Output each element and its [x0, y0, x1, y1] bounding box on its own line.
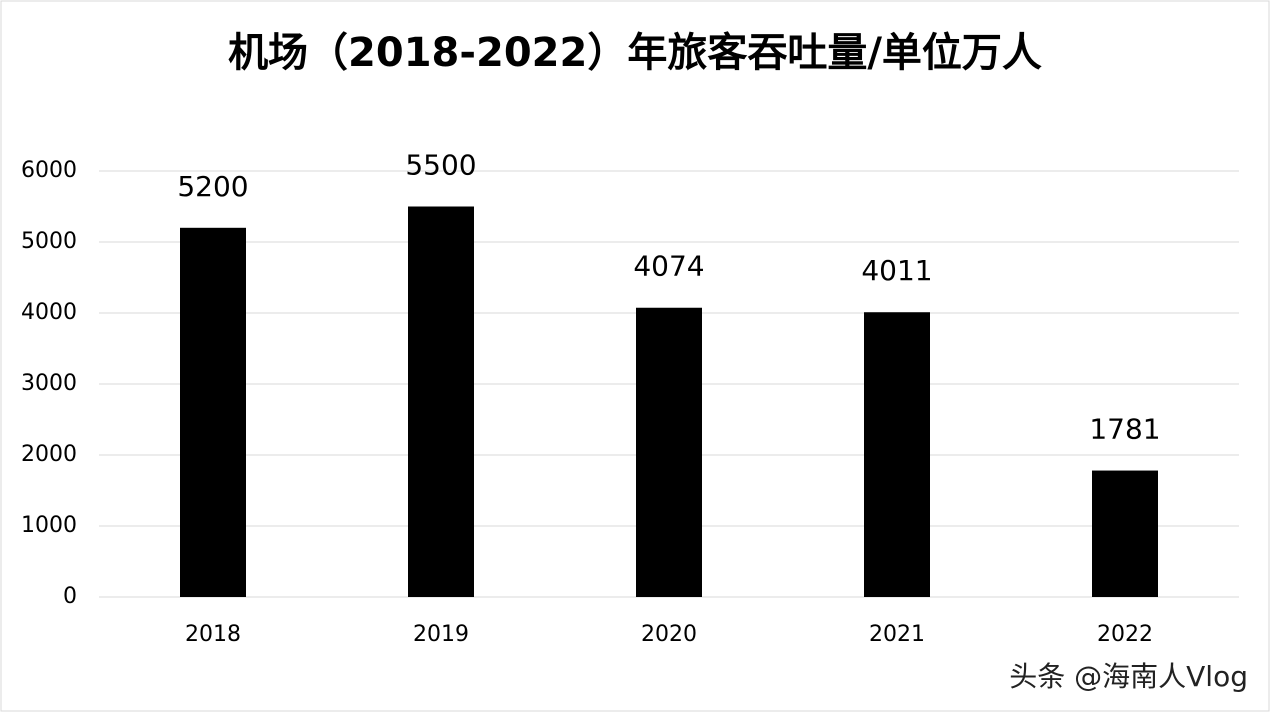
- value-label: 5500: [405, 149, 476, 182]
- y-tick-label: 5000: [21, 229, 77, 254]
- chart-title: 机场（2018-2022）年旅客吞吐量/单位万人: [228, 30, 1042, 76]
- bar: [636, 307, 702, 597]
- y-tick-label: 4000: [21, 300, 77, 325]
- y-tick-label: 0: [63, 584, 77, 609]
- y-tick-label: 6000: [21, 158, 77, 183]
- y-tick-label: 2000: [21, 442, 77, 467]
- bar: [180, 227, 246, 598]
- y-tick-label: 3000: [21, 371, 77, 396]
- x-tick-label: 2019: [413, 622, 469, 647]
- value-label: 1781: [1089, 413, 1160, 446]
- bar: [1092, 470, 1158, 597]
- x-tick-label: 2018: [185, 622, 241, 647]
- bar: [864, 312, 930, 597]
- x-tick-label: 2022: [1097, 622, 1153, 647]
- bar: [408, 206, 474, 597]
- x-tick-label: 2020: [641, 622, 697, 647]
- value-label: 4074: [633, 250, 704, 283]
- value-label: 5200: [177, 170, 248, 203]
- y-tick-label: 1000: [21, 513, 77, 538]
- value-label: 4011: [861, 254, 932, 287]
- watermark: 头条 @海南人Vlog: [1009, 660, 1248, 693]
- x-tick-label: 2021: [869, 622, 925, 647]
